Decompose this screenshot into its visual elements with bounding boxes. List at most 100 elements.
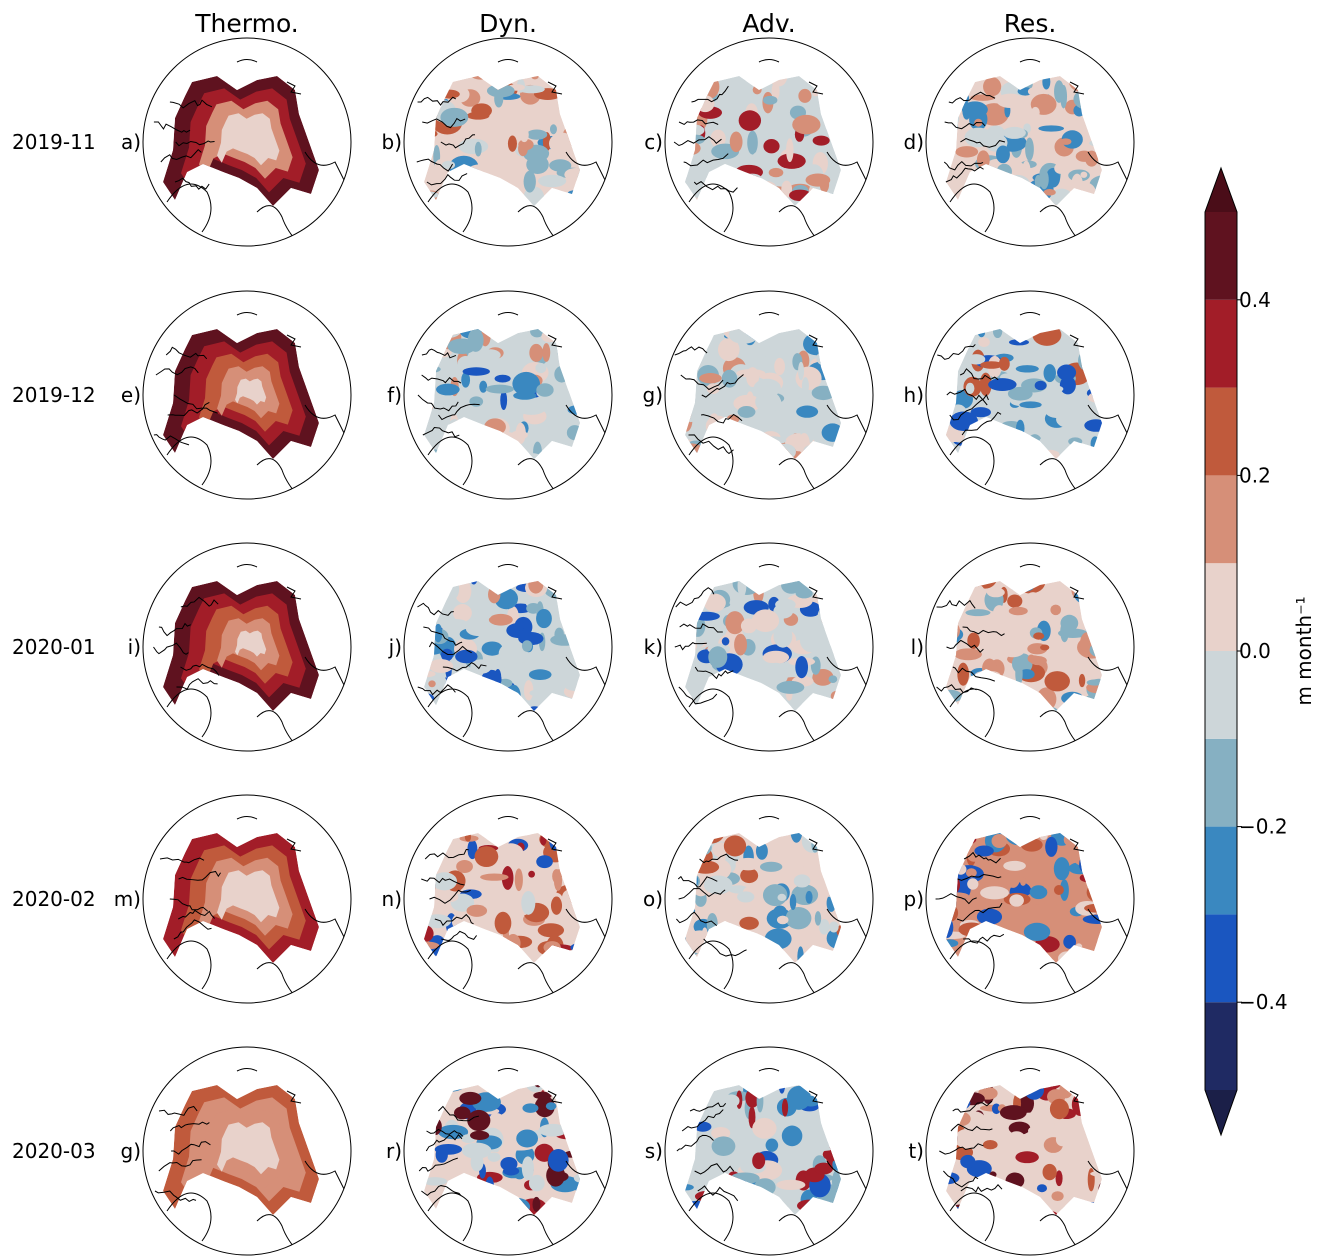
- ice-patch: [960, 1154, 976, 1169]
- ice-patch: [454, 1155, 465, 1170]
- map-content: [674, 312, 868, 499]
- ice-patch: [965, 382, 975, 394]
- ice-patch: [835, 106, 841, 117]
- ice-patch: [559, 851, 580, 876]
- ice-patch: [774, 443, 796, 459]
- ice-patch: [701, 331, 715, 340]
- ice-patch: [719, 110, 743, 129]
- ice-patch: [821, 1094, 841, 1112]
- ice-patch: [483, 685, 506, 701]
- ice-patch: [485, 1176, 495, 1199]
- coastline: [153, 59, 346, 246]
- ice-patch: [774, 357, 785, 376]
- ice-patch: [738, 955, 748, 963]
- ice: [424, 76, 580, 206]
- ice-patch: [526, 154, 549, 175]
- ice-patch: [969, 683, 991, 699]
- ice-patch: [821, 423, 841, 442]
- panel-letter: p): [904, 887, 925, 911]
- ice-patch: [474, 141, 482, 157]
- ice-patch: [988, 378, 1017, 392]
- ice-patch: [1079, 833, 1102, 837]
- ice-patch: [1088, 836, 1102, 854]
- ice-patch: [1079, 873, 1097, 883]
- map-boundary: [403, 1046, 613, 1256]
- ice-patch: [946, 876, 957, 891]
- ice-patch: [424, 332, 439, 350]
- ice-patch: [526, 129, 548, 140]
- ice-patch: [958, 922, 986, 937]
- ice-patch: [709, 1091, 724, 1113]
- ice-patch: [522, 1103, 539, 1113]
- ice-patch: [685, 634, 705, 650]
- ice-patch: [976, 150, 990, 170]
- ice-patch: [521, 1156, 534, 1181]
- ice-patch: [505, 934, 521, 953]
- ice-patch: [803, 203, 818, 206]
- map-content: [154, 1068, 346, 1255]
- ice-patch: [485, 384, 514, 394]
- ice-patch: [578, 935, 580, 949]
- ice-patch: [960, 621, 982, 635]
- column-title: Dyn.: [479, 9, 537, 38]
- ice-patch: [769, 76, 788, 87]
- panel-letter: b): [382, 130, 403, 154]
- ice-patch: [459, 1091, 482, 1105]
- ice-patch: [722, 676, 743, 690]
- ice-patch: [555, 597, 569, 621]
- ice-patch: [1058, 951, 1076, 963]
- ice-patch: [801, 1095, 821, 1107]
- ice-patch: [946, 1098, 967, 1108]
- ice-patch: [946, 613, 954, 622]
- ice-patch: [451, 913, 469, 930]
- ice-patch: [793, 874, 811, 888]
- ice-patch: [1086, 882, 1102, 903]
- colorbar-label: m month⁻¹: [1292, 596, 1316, 705]
- ice-patch: [705, 1199, 729, 1215]
- ice-patch: [809, 1141, 836, 1151]
- ice-patch: [424, 1118, 435, 1126]
- ice-patch: [549, 132, 576, 155]
- ice-patch: [424, 108, 429, 117]
- ice-patch: [577, 891, 580, 898]
- ice-patch: [781, 180, 793, 198]
- ice-patch: [776, 1179, 806, 1190]
- ice-patch: [469, 423, 479, 448]
- ice-patch: [988, 342, 1007, 350]
- ice-patch: [950, 447, 961, 459]
- ice-patch: [568, 956, 580, 963]
- ice-patch: [978, 337, 990, 348]
- column-title: Thermo.: [194, 9, 299, 38]
- ice-patch: [798, 432, 810, 455]
- ice-patch: [431, 872, 458, 891]
- ice-patch: [946, 368, 956, 382]
- ice-patch: [757, 436, 787, 445]
- ice-patch: [957, 662, 970, 686]
- ice-patch: [490, 1112, 503, 1122]
- ice-patch: [797, 395, 816, 407]
- ice-patch: [545, 1102, 557, 1111]
- coastline: [416, 59, 607, 246]
- ice-patch: [565, 683, 580, 692]
- ice-patch: [1090, 1101, 1102, 1121]
- ice-patch: [958, 80, 968, 91]
- ice-patch: [1034, 174, 1042, 189]
- ice-patch: [471, 606, 479, 617]
- row-label: 2020-01: [12, 635, 96, 659]
- ice-patch: [443, 698, 471, 711]
- ice-zone: [235, 630, 267, 657]
- ice-patch: [453, 1106, 471, 1120]
- ice-patch: [1016, 419, 1025, 438]
- ice-patch: [465, 622, 493, 637]
- ice-patch: [531, 76, 539, 80]
- ice-patch: [756, 1089, 764, 1113]
- ice-patch: [996, 145, 1010, 164]
- map-panel: [925, 1046, 1135, 1256]
- map-boundary: [925, 794, 1135, 1004]
- ice-patch: [803, 1085, 828, 1094]
- ice-patch: [1039, 169, 1049, 190]
- ice-patch: [449, 199, 461, 206]
- ice-patch: [996, 163, 1012, 180]
- ice-patch: [697, 833, 725, 844]
